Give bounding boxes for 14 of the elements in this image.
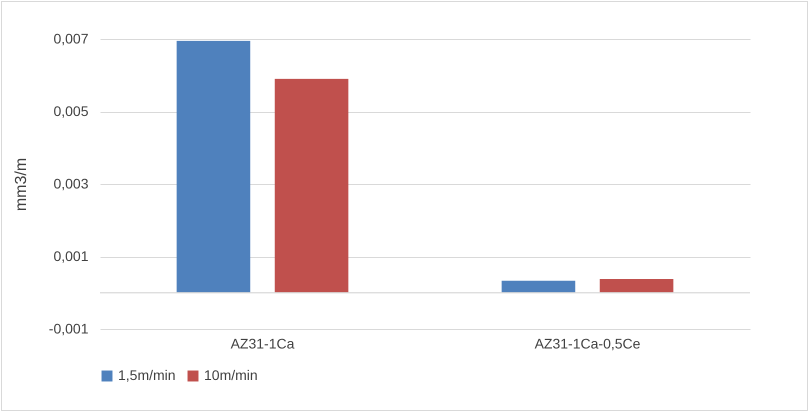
x-tick-label: AZ31-1Ca-0,5Ce: [534, 336, 641, 352]
bar: [176, 40, 250, 293]
legend-label: 1,5m/min: [118, 367, 176, 383]
legend-label: 10m/min: [204, 367, 258, 383]
y-axis-title: mm3/m: [12, 158, 30, 212]
y-tick-label: 0,007: [53, 30, 89, 46]
bar: [274, 78, 348, 293]
bar: [502, 280, 576, 293]
y-tick-label: 0,005: [53, 103, 89, 119]
bar: [600, 278, 674, 293]
y-tick-label: -0,001: [48, 320, 89, 336]
y-tick-label: 0,003: [53, 176, 89, 192]
x-tick-label: AZ31-1Ca: [230, 336, 295, 352]
y-tick-label: 0,001: [53, 248, 89, 264]
